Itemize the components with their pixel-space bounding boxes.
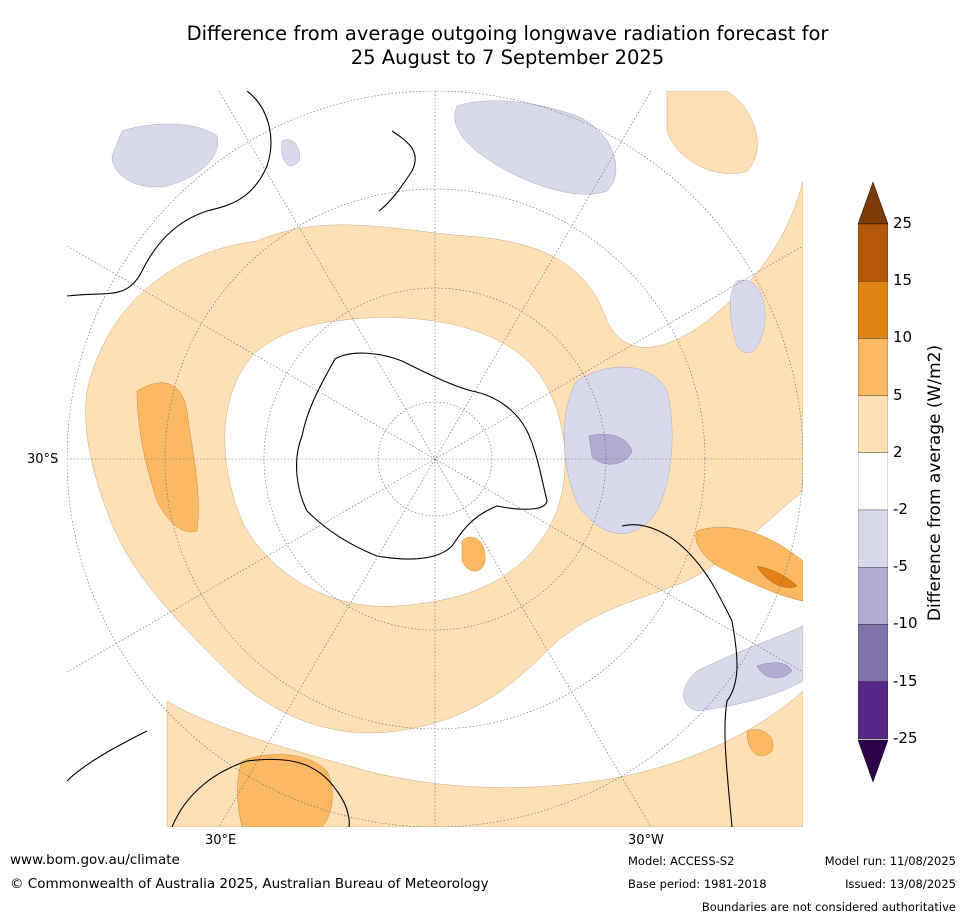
orange-anomaly-patch <box>756 565 798 588</box>
colorbar-bin <box>858 509 888 568</box>
model-run-text: Model run: 11/08/2025 <box>824 854 956 868</box>
latitude-label-30s: 30°S <box>27 452 59 467</box>
strong-anomaly-patch <box>461 536 486 572</box>
base-period-text: Base period: 1981-2018 <box>628 877 767 891</box>
negative-anomaly-north-2 <box>111 123 219 188</box>
colorbar-tick-label: -2 <box>893 500 908 518</box>
strong-anomaly-australia <box>237 754 333 827</box>
africa-coastline <box>67 91 272 297</box>
colorbar-tick-label: 2 <box>893 442 903 461</box>
colorbar-bottom-extension <box>858 739 888 782</box>
negative-anomaly-small <box>281 139 300 166</box>
medium-negative-patch-southeast <box>756 662 793 679</box>
colorbar-bin <box>858 338 888 396</box>
negative-anomaly-southeast <box>683 625 803 712</box>
longitude-label-30e: 30°E <box>205 833 237 848</box>
colorbar-bin <box>858 281 888 339</box>
longitude-label-30w: 30°W <box>628 833 664 848</box>
colorbar-tick-label: -15 <box>893 671 918 690</box>
negative-anomaly-east <box>730 279 766 354</box>
map-title-line1: Difference from average outgoing longwav… <box>186 22 829 45</box>
colorbar-bin <box>858 567 888 625</box>
colorbar-bin <box>858 223 888 282</box>
positive-anomaly-ring <box>85 180 803 734</box>
colorbar-tick-label: -5 <box>893 557 908 576</box>
graticule <box>67 91 803 827</box>
colorbar-bin <box>858 681 888 739</box>
new-zealand-coastline <box>378 130 416 212</box>
negative-anomaly-north-1 <box>454 100 617 195</box>
coastlines <box>67 91 738 827</box>
colorbar-tick-label: 25 <box>893 214 913 232</box>
meridian-4 <box>218 91 652 827</box>
disclaimer-text: Boundaries are not considered authoritat… <box>701 900 956 914</box>
colorbar-top-extension <box>858 182 888 225</box>
positive-anomaly-northeast <box>666 91 758 174</box>
antarctica-coastline <box>296 352 548 560</box>
colorbar-bin <box>858 624 888 682</box>
meridian-3 <box>218 91 652 827</box>
strong-anomaly-patch-2 <box>746 729 774 756</box>
colorbar-tick-label: -10 <box>893 614 918 633</box>
south-america-coastline <box>621 524 738 827</box>
issued-text: Issued: 13/08/2025 <box>845 877 956 891</box>
colorbar-bin <box>858 452 888 511</box>
map-title: Difference from average outgoing longwav… <box>120 22 895 70</box>
colorbar-label: Difference from average (W/m2) <box>925 344 945 622</box>
colorbar-tick-label: 15 <box>893 271 913 290</box>
model-text: Model: ACCESS-S2 <box>628 854 735 868</box>
colorbar-tick-label: 5 <box>893 385 903 404</box>
medium-negative-patch <box>588 433 633 465</box>
website-text: www.bom.gov.au/climate <box>10 852 180 868</box>
australia-coastline <box>67 730 350 827</box>
colorbar-tick-label: 10 <box>893 328 913 347</box>
strong-anomaly-indian-ocean <box>136 382 199 533</box>
copyright-text: © Commonwealth of Australia 2025, Austra… <box>10 876 489 892</box>
colorbar-bin <box>858 395 888 453</box>
colorbar <box>858 182 888 782</box>
colorbar-tick-label: -25 <box>893 728 918 747</box>
colorbar-bins <box>858 223 888 739</box>
polar-map <box>67 91 803 827</box>
polar-map-svg <box>67 91 803 827</box>
map-title-line2: 25 August to 7 September 2025 <box>350 46 665 69</box>
